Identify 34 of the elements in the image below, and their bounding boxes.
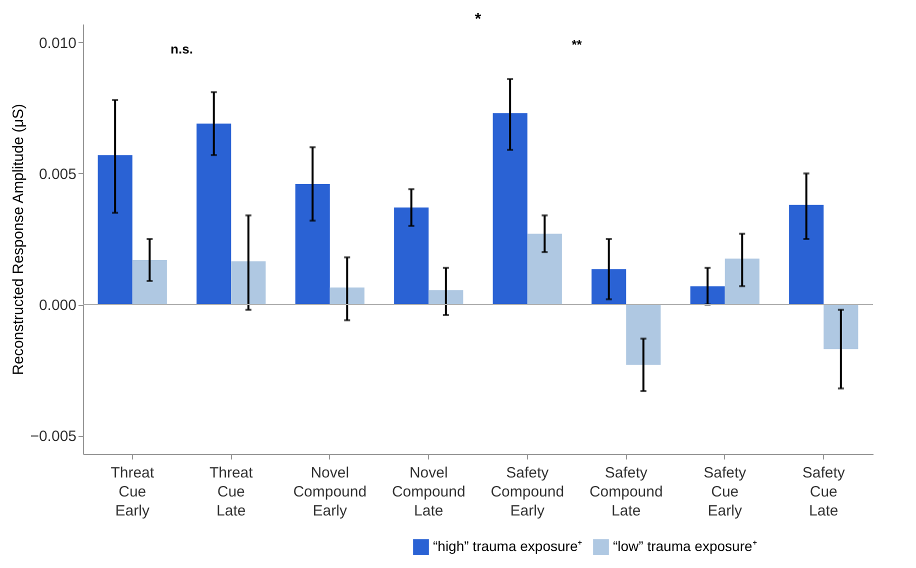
bar [98,155,132,305]
bar [492,113,528,305]
legend-label: “high” trauma exposure⁺ [433,538,583,554]
bar [824,304,858,350]
x-tick-label: Threat Cue Early [110,464,155,520]
bar [626,304,661,365]
bar [132,260,167,305]
x-tick-label: Safety Compound Late [589,464,663,520]
y-axis-title: Reconstructed Response Amplitude (μS) [10,104,28,376]
x-tick-label: Safety Cue Early [704,464,747,520]
annotation: ** [572,37,583,52]
bar [295,184,330,305]
y-tick-label: −0.005 [30,428,76,446]
y-tick-label: 0.000 [38,297,76,314]
bar [330,288,364,305]
bar [789,204,824,305]
bar [724,258,760,305]
x-tick-label: Novel Compound Late [392,464,466,520]
x-tick-label: Safety Compound Early [490,464,564,520]
bar [527,234,562,305]
bar [690,286,725,305]
y-tick-label: 0.010 [38,34,76,52]
bar [231,261,266,305]
y-tick-label: 0.005 [38,166,76,183]
x-tick-label: Novel Compound Early [293,464,367,520]
bar [592,269,626,305]
bar [394,208,429,305]
x-tick-label: Threat Cue Late [209,464,254,520]
bar [428,290,464,305]
annotation: * [474,10,482,28]
legend-label: “low” trauma exposure⁺ [613,538,758,554]
annotation: n.s. [170,41,193,56]
bar [196,124,232,305]
x-tick-label: Safety Cue Late [802,464,846,520]
